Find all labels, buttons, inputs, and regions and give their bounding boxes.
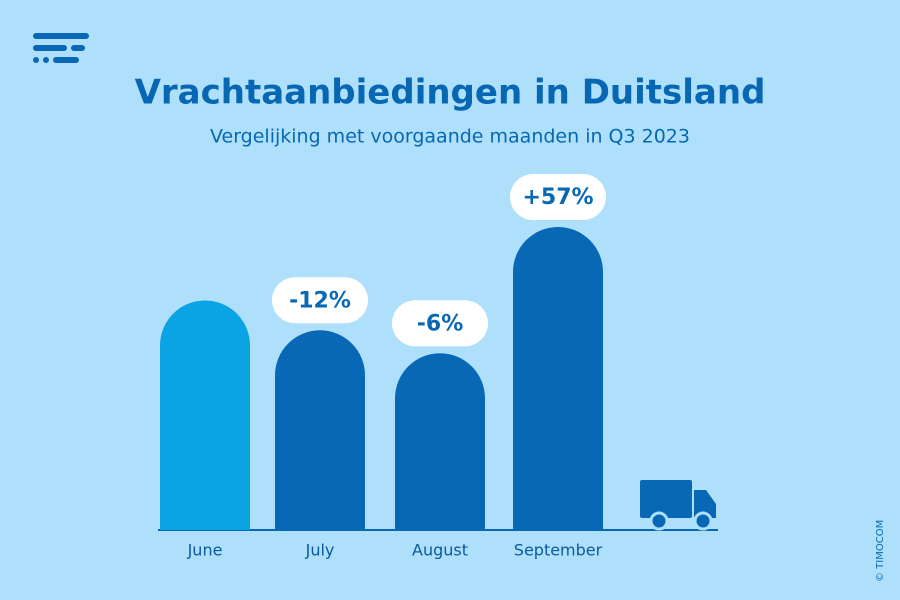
chart-subtitle: Vergelijking met voorgaande maanden in Q… xyxy=(210,126,690,148)
change-pill xyxy=(392,300,488,347)
change-pill xyxy=(510,174,606,220)
change-label: -6% xyxy=(417,311,463,336)
chart-title: Vrachtaanbiedingen in Duitsland xyxy=(135,73,766,113)
x-tick-label: August xyxy=(412,541,468,560)
bar xyxy=(160,300,250,530)
bar xyxy=(275,330,366,530)
logo xyxy=(33,33,89,63)
change-label: -12% xyxy=(289,288,351,313)
bar xyxy=(395,353,485,530)
copyright: © TIMOCOM xyxy=(875,520,886,582)
change-pill xyxy=(272,277,368,324)
change-label: +57% xyxy=(522,185,593,210)
bar xyxy=(513,227,603,530)
x-tick-label: July xyxy=(305,541,335,560)
x-tick-label: June xyxy=(187,541,223,560)
x-tick-label: September xyxy=(514,541,603,560)
truck-icon xyxy=(640,480,716,531)
